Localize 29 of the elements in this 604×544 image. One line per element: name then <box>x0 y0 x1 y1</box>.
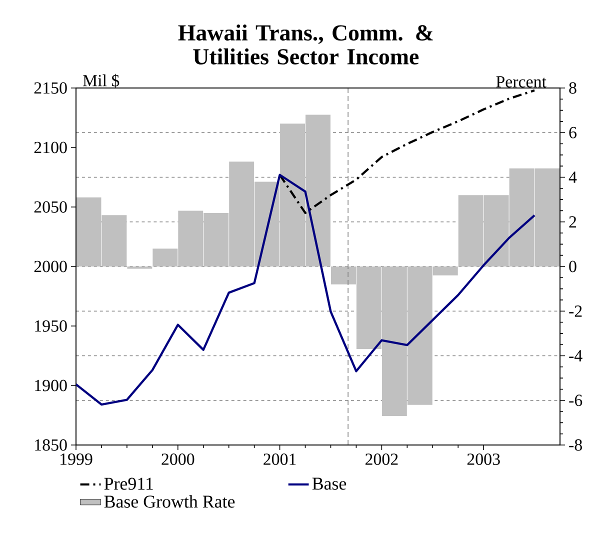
y-tick-label: 1900 <box>35 380 67 392</box>
y2-tick-label: -2 <box>569 306 582 317</box>
legend-label: Base <box>312 478 346 490</box>
y-tick-label: 2100 <box>34 142 67 154</box>
y2-tick-label: 0 <box>569 260 576 272</box>
y2-tick-label: -4 <box>569 350 582 362</box>
y2-axis-title: Percent <box>496 76 546 88</box>
y-tick-label: 1850 <box>35 439 67 451</box>
bar <box>127 266 152 269</box>
y-axis-title: Mil $ <box>83 74 120 88</box>
x-tick-label: 2001 <box>264 454 296 465</box>
y2-tick-label: -6 <box>569 394 582 406</box>
x-tick-label: 2003 <box>467 454 500 465</box>
x-tick-label: 2000 <box>162 454 194 465</box>
line-series <box>76 174 536 406</box>
y2-tick-label: -8 <box>569 439 582 451</box>
y-tick-label: 1950 <box>35 320 67 332</box>
chart-title: Hawaii Trans., Comm. & Utilities Sector Income <box>178 24 433 64</box>
y-tick-label: 2150 <box>34 82 67 94</box>
y2-tick-label: 8 <box>569 82 576 94</box>
legend-label: Base Growth Rate <box>104 495 235 508</box>
legend-label: Pre911 <box>104 478 153 490</box>
y-tick-label: 2050 <box>34 201 67 213</box>
y2-tick-label: 4 <box>568 172 577 183</box>
x-tick-label: 2002 <box>366 454 398 465</box>
y2-tick-label: 2 <box>569 216 576 228</box>
y-tick-label: 2000 <box>34 260 67 272</box>
y2-tick-label: 6 <box>569 126 576 138</box>
x-tick-label: 1999 <box>60 454 92 465</box>
